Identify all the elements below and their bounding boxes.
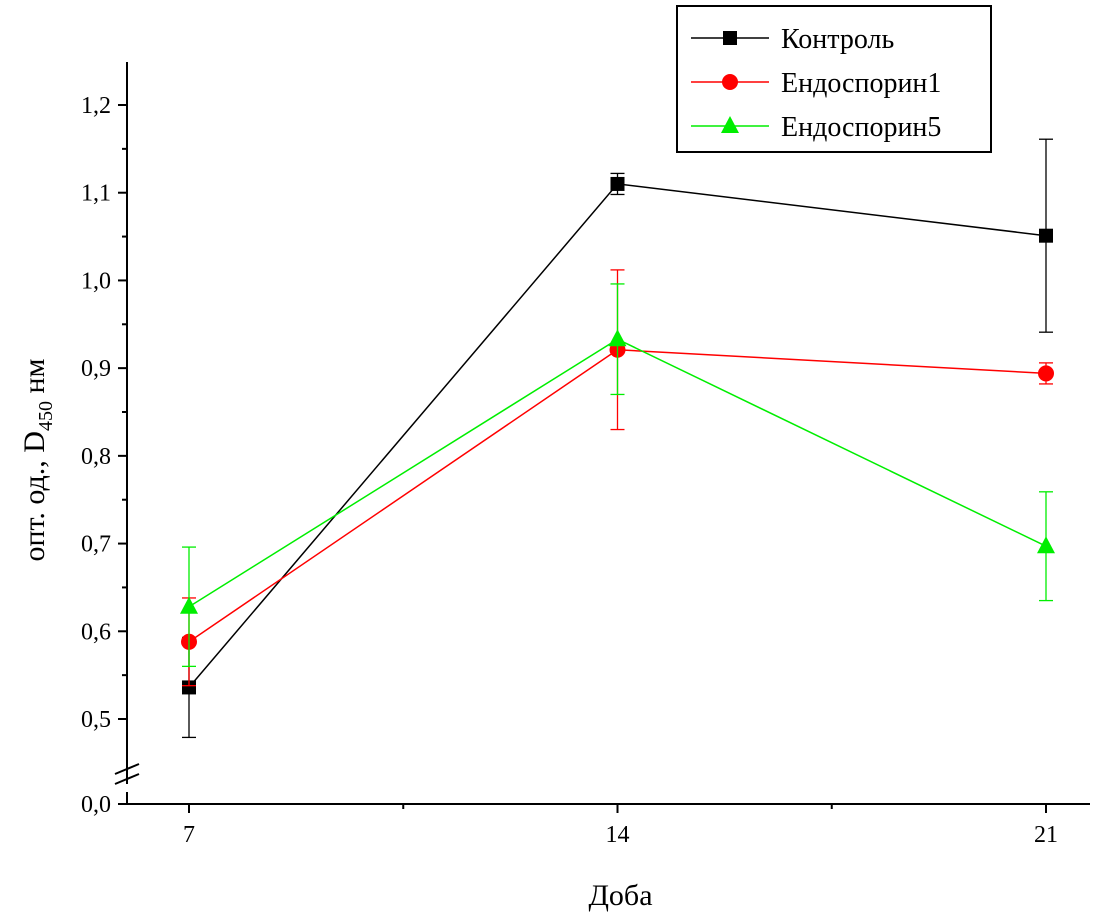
x-tick-label: 14	[606, 822, 630, 848]
x-tick-label: 7	[183, 822, 195, 848]
y-tick-label: 0,9	[81, 356, 111, 382]
legend-label: Ендоспорин1	[781, 68, 941, 99]
axis-break-mark	[114, 763, 140, 775]
data-point	[180, 596, 198, 614]
y-tick-label: 1,0	[81, 268, 111, 294]
series-triangle	[180, 283, 1055, 668]
y-tick-label: 1,2	[81, 93, 111, 119]
y-tick-label: 0,0	[81, 792, 111, 818]
legend-label: Ендоспорин5	[781, 112, 941, 143]
y-tick-label: 0,6	[81, 619, 111, 645]
data-point	[1039, 228, 1053, 243]
legend-marker	[723, 31, 737, 45]
data-point	[610, 176, 625, 191]
series-line	[188, 183, 1047, 688]
data-point	[1037, 536, 1055, 554]
y-axis-title-suffix: нм	[18, 358, 51, 401]
y-tick-label: 1,1	[81, 181, 111, 207]
y-axis-title: опт. од., D450 нм	[18, 358, 57, 561]
x-axis-title: Доба	[588, 879, 652, 912]
series-square	[182, 138, 1053, 739]
y-tick-label: 0,7	[81, 532, 111, 558]
data-point	[608, 329, 627, 347]
y-axis-title-main: опт. од., D	[18, 431, 51, 561]
legend-marker	[722, 74, 738, 90]
legend-label: Контроль	[781, 24, 894, 55]
x-tick-label: 21	[1034, 822, 1058, 848]
y-tick-label: 0,5	[81, 707, 111, 733]
data-point	[1038, 365, 1054, 382]
axis-break-mark	[114, 773, 140, 785]
series-layer	[180, 138, 1055, 739]
axes: 0,5 0,6 0,7 0,8 0,9 1,0 1,1 1,2 0,0 7 14 21	[81, 62, 1090, 848]
legend: Контроль Ендоспорин1 Ендоспорин5	[676, 5, 992, 153]
y-axis-title-subscript: 450	[35, 401, 57, 431]
data-point	[182, 680, 196, 695]
legend-marker	[721, 116, 739, 133]
y-tick-label: 0,8	[81, 444, 111, 470]
